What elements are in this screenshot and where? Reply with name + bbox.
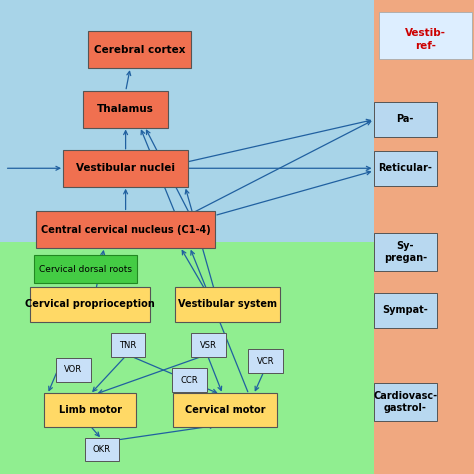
FancyBboxPatch shape — [110, 333, 145, 357]
Text: Pa-: Pa- — [397, 114, 414, 125]
Text: Central cervical nucleus (C1-4): Central cervical nucleus (C1-4) — [41, 225, 210, 235]
Text: Sy-
pregan-: Sy- pregan- — [384, 241, 427, 263]
Text: Vestib-: Vestib- — [405, 28, 446, 38]
Text: Vestibular system: Vestibular system — [178, 299, 277, 310]
FancyBboxPatch shape — [56, 358, 91, 382]
FancyBboxPatch shape — [374, 102, 437, 137]
Text: Sympat-: Sympat- — [383, 305, 428, 316]
Text: Reticular-: Reticular- — [378, 163, 432, 173]
Bar — [374, 0, 474, 474]
Text: Cervical motor: Cervical motor — [185, 405, 265, 415]
Text: ref-: ref- — [415, 41, 436, 51]
Text: CCR: CCR — [181, 376, 199, 384]
Bar — [0, 242, 374, 474]
FancyBboxPatch shape — [34, 255, 137, 283]
FancyBboxPatch shape — [83, 91, 168, 128]
Text: VSR: VSR — [200, 341, 217, 349]
Text: Cervical proprioception: Cervical proprioception — [25, 299, 155, 310]
FancyBboxPatch shape — [64, 150, 188, 187]
FancyBboxPatch shape — [84, 438, 119, 461]
FancyBboxPatch shape — [191, 333, 226, 357]
Text: OKR: OKR — [93, 445, 111, 454]
Text: Cardiovasc-
gastroI-: Cardiovasc- gastroI- — [373, 391, 438, 413]
Text: Cervical dorsal roots: Cervical dorsal roots — [39, 265, 132, 273]
FancyBboxPatch shape — [174, 287, 281, 322]
FancyBboxPatch shape — [173, 368, 207, 392]
FancyBboxPatch shape — [374, 293, 437, 328]
Bar — [379, 12, 472, 59]
Text: TNR: TNR — [119, 341, 137, 349]
FancyBboxPatch shape — [374, 233, 437, 271]
FancyBboxPatch shape — [248, 349, 283, 373]
Text: Thalamus: Thalamus — [97, 104, 154, 114]
FancyBboxPatch shape — [88, 31, 191, 68]
Bar — [0, 0, 374, 474]
Text: VOR: VOR — [64, 365, 82, 374]
Text: Cerebral cortex: Cerebral cortex — [94, 45, 186, 55]
Text: Limb motor: Limb motor — [59, 405, 121, 415]
Text: Vestibular nuclei: Vestibular nuclei — [76, 163, 175, 173]
FancyBboxPatch shape — [30, 287, 150, 322]
FancyBboxPatch shape — [36, 211, 215, 248]
FancyBboxPatch shape — [173, 392, 277, 428]
FancyBboxPatch shape — [374, 383, 437, 421]
FancyBboxPatch shape — [374, 151, 437, 185]
FancyBboxPatch shape — [45, 392, 136, 428]
Text: VCR: VCR — [257, 357, 274, 365]
